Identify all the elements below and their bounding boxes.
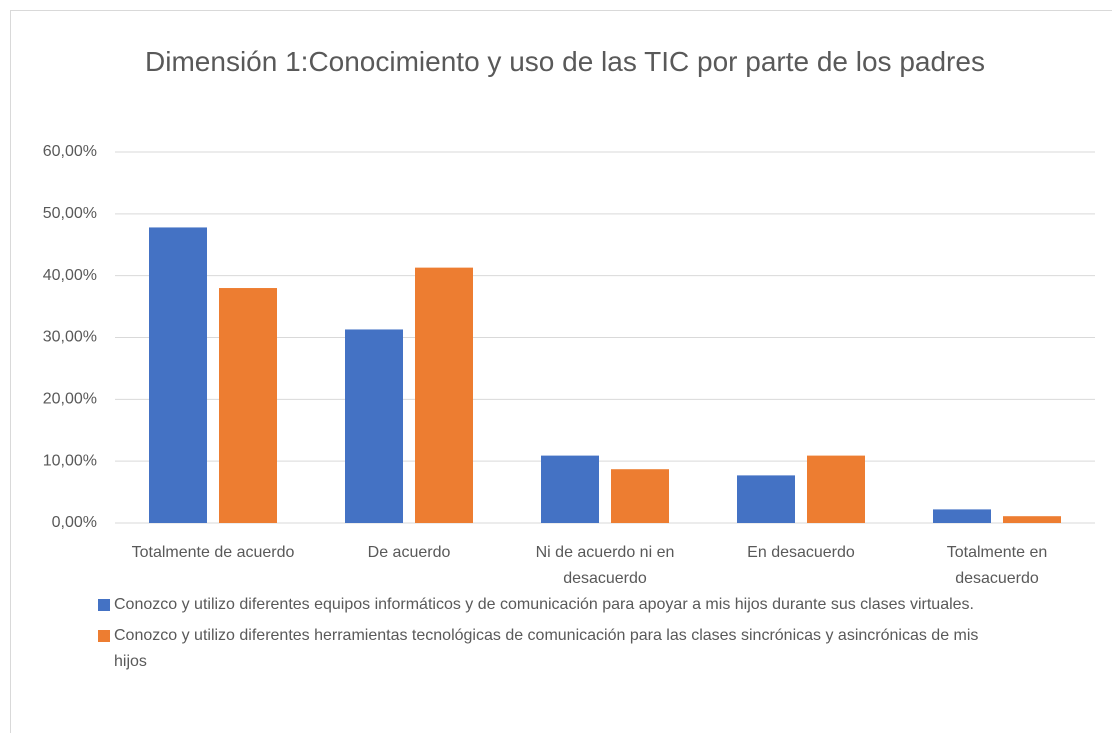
- bar: [1003, 516, 1061, 523]
- y-tick-label: 30,00%: [43, 329, 97, 346]
- x-tick-label: De acuerdo: [367, 544, 451, 561]
- bar: [611, 469, 669, 523]
- chart-border: [10, 10, 1112, 733]
- y-tick-label: 20,00%: [43, 391, 97, 408]
- legend-label: Conozco y utilizo diferentes herramienta…: [114, 627, 979, 670]
- bar: [541, 455, 599, 523]
- bar: [415, 267, 473, 523]
- chart-title: Dimensión 1:Conocimiento y uso de las TI…: [145, 46, 985, 77]
- bar: [219, 288, 277, 523]
- bar: [807, 455, 865, 523]
- bar: [933, 509, 991, 523]
- x-tick-label: Totalmente en desacuerdo: [946, 544, 1048, 587]
- legend-label: Conozco y utilizo diferentes equipos inf…: [114, 596, 974, 613]
- x-tick-label: Ni de acuerdo ni en desacuerdo: [535, 544, 675, 587]
- legend: Conozco y utilizo diferentes equipos inf…: [98, 592, 998, 680]
- legend-entry: Conozco y utilizo diferentes equipos inf…: [98, 592, 998, 618]
- y-tick-label: 50,00%: [43, 205, 97, 222]
- y-tick-label: 60,00%: [43, 143, 97, 160]
- x-tick-label: Totalmente de acuerdo: [131, 544, 295, 561]
- legend-swatch: [98, 630, 110, 642]
- legend-swatch: [98, 599, 110, 611]
- y-tick-label: 0,00%: [52, 514, 97, 531]
- legend-entry: Conozco y utilizo diferentes herramienta…: [98, 623, 998, 675]
- bar: [345, 329, 403, 523]
- y-tick-label: 10,00%: [43, 452, 97, 469]
- bar: [149, 227, 207, 524]
- y-tick-label: 40,00%: [43, 267, 97, 284]
- bar: [737, 475, 795, 523]
- x-tick-label: En desacuerdo: [747, 544, 855, 561]
